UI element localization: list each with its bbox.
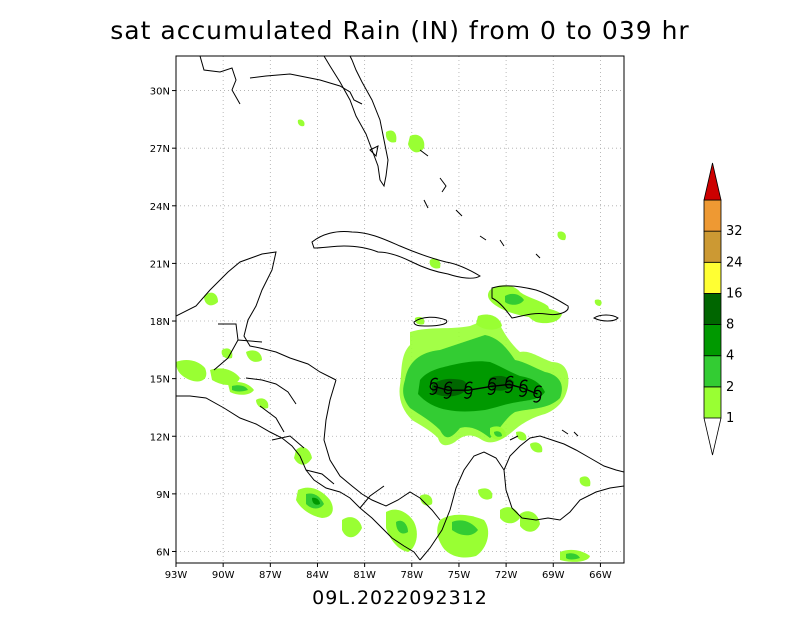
colorbar-swatch [703, 355, 722, 388]
rain-region-8in [432, 378, 467, 397]
coastline-hispaniola [491, 285, 569, 319]
rain-region-1in [478, 488, 493, 500]
lat-tick-label: 9N [156, 490, 170, 501]
colorbar-swatch [703, 324, 722, 357]
tropical-cyclone-icon [443, 381, 453, 399]
rain-region-2in [566, 553, 580, 560]
coastline-cuba [311, 231, 481, 279]
lon-tick-label: 93W [165, 570, 188, 581]
country-borders [213, 323, 385, 509]
lon-tick-label: 90W [212, 570, 235, 581]
rain-region-1in [408, 134, 425, 153]
rain-region-1in [210, 368, 240, 385]
tropical-cyclone-icon [504, 375, 514, 393]
rain-region-1in [437, 514, 489, 558]
lat-tick-label: 30N [150, 87, 170, 98]
map-frame [175, 55, 625, 564]
colorbar-label: 4 [726, 349, 734, 364]
coastline-islands-south [509, 429, 579, 441]
rain-region-1in [476, 314, 502, 330]
rain-region-1in [594, 299, 602, 306]
lat-tick-label: 15N [150, 375, 170, 386]
rain-region-1in [385, 130, 397, 143]
colorbar-label: 32 [726, 224, 743, 239]
coastline-us-gulf [199, 56, 363, 105]
colorbar-overflow-triangle [703, 162, 722, 201]
colorbar-swatch [703, 386, 722, 419]
colorbar-underflow-triangle [703, 417, 722, 456]
coastlines [176, 56, 624, 561]
rain-region-1in [527, 307, 562, 324]
rain-region-2in [396, 520, 408, 534]
colorbar-label: 16 [726, 286, 743, 301]
rain-region-2in [452, 520, 478, 536]
lon-tick-label: 84W [306, 570, 329, 581]
lat-tick-label: 18N [150, 317, 170, 328]
storm-track [429, 375, 543, 403]
coastline-puerto-rico [593, 314, 619, 322]
rain-region-1in [516, 431, 527, 441]
coastline-florida [323, 56, 389, 188]
lat-tick-label: 24N [150, 202, 170, 213]
coastline-bahamas [369, 145, 541, 259]
tropical-cyclone-icon [429, 377, 439, 395]
lon-tick-label: 75W [448, 570, 471, 581]
colorbar-label: 8 [726, 318, 734, 333]
colorbar-label: 24 [726, 255, 743, 270]
latitude-axis: 6N 9N 12N 15N 18N 21N 24N 27N 30N [150, 87, 176, 558]
rain-region-1in [297, 119, 305, 127]
rain-region-1in [429, 258, 441, 269]
colorbar-swatch [703, 199, 722, 232]
rain-region-1in [530, 442, 543, 453]
lon-tick-label: 66W [589, 570, 612, 581]
map-frame-bg [176, 56, 624, 563]
rain-region-1in [557, 231, 566, 241]
tropical-cyclone-icon [487, 377, 497, 395]
rain-region-1in [294, 447, 312, 465]
coastline-central-america [176, 251, 441, 561]
rain-region-1in [204, 292, 218, 306]
lon-tick-label: 72W [495, 570, 518, 581]
rain-region-1in [420, 494, 433, 506]
colorbar-swatch [703, 293, 722, 325]
lat-tick-label: 21N [150, 259, 170, 270]
lon-tick-label: 81W [353, 570, 376, 581]
lat-tick-label: 12N [150, 432, 170, 443]
lon-tick-label: 78W [400, 570, 423, 581]
rain-accumulation-field [176, 119, 602, 562]
rain-region-1in [342, 517, 362, 538]
rain-region-4in [312, 497, 320, 505]
tropical-cyclone-icon [533, 385, 543, 403]
rain-region-2in [505, 293, 524, 305]
rain-region-2in [494, 431, 502, 437]
longitude-axis: 93W 90W 87W 84W 81W 78W 75W 72W 69W 66W [165, 563, 612, 581]
storm-id-timestamp: 09L.2022092312 [312, 587, 488, 609]
rain-region-1in [176, 360, 207, 382]
rain-region-1in [221, 348, 233, 359]
rain-region-1in [246, 350, 262, 362]
rain-region-1in [256, 398, 269, 409]
colorbar-label: 1 [726, 411, 734, 426]
rain-region-4in [418, 361, 545, 412]
tropical-cyclone-icon [463, 381, 473, 399]
rain-region-1in [520, 511, 540, 532]
colorbar-swatch [703, 230, 722, 263]
map-title: sat accumulated Rain (IN) from 0 to 039 … [110, 16, 690, 45]
tropical-cyclone-icon [518, 379, 528, 397]
colorbar-swatch [703, 261, 722, 294]
coastline-south-america [419, 435, 624, 561]
lat-tick-label: 27N [150, 144, 170, 155]
colorbar-label: 2 [726, 380, 734, 395]
lon-tick-label: 87W [259, 570, 282, 581]
rain-region-1in [579, 476, 591, 487]
rain-region-2in [232, 385, 248, 392]
coastline-jamaica [413, 316, 448, 327]
lat-tick-label: 6N [156, 547, 170, 558]
lon-tick-label: 69W [542, 570, 565, 581]
